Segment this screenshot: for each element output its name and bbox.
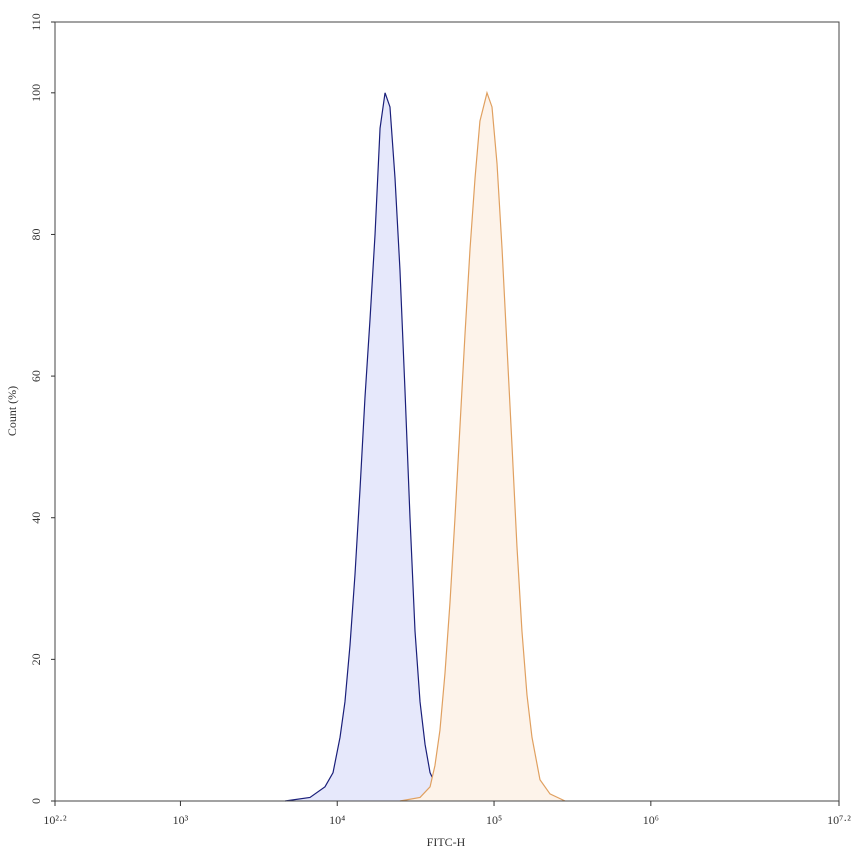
y-axis-label: Count (%) (5, 386, 19, 436)
y-tick-label: 20 (29, 653, 43, 665)
histogram-area (285, 92, 455, 801)
y-tick-label: 40 (29, 512, 43, 524)
y-tick-label: 0 (29, 798, 43, 804)
x-tick-label: 10⁴ (329, 813, 345, 827)
y-tick-label: 60 (29, 370, 43, 382)
x-tick-label: 10³ (173, 813, 189, 827)
x-tick-label: 10⁷·² (827, 813, 851, 827)
y-tick-label: 100 (29, 84, 43, 102)
y-tick-label: 80 (29, 228, 43, 240)
x-tick-label: 10⁵ (486, 813, 502, 827)
x-tick-label: 10²·² (43, 813, 67, 827)
histogram-line (399, 90, 566, 802)
y-tick-label: 110 (29, 13, 43, 31)
histogram-area (399, 92, 566, 801)
histogram-line (284, 92, 456, 802)
plot-frame (54, 21, 840, 802)
x-tick-label: 10⁶ (643, 813, 659, 827)
x-axis-label: FITC-H (427, 835, 466, 849)
